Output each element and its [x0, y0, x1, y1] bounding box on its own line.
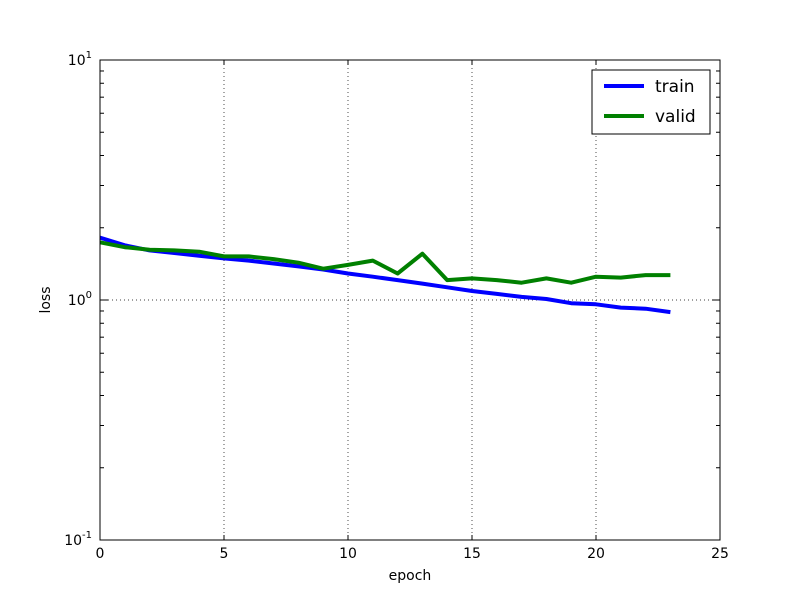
- y-tick-label-exp: -1: [82, 530, 92, 541]
- grid-lines: [100, 60, 720, 540]
- y-tick-label: 10-1: [64, 530, 92, 549]
- series-line-train: [99, 235, 671, 315]
- y-tick-label-base: 10: [68, 53, 86, 69]
- series-line-valid: [99, 240, 671, 285]
- x-tick-label: 0: [96, 546, 105, 562]
- x-tick-label: 15: [463, 546, 481, 562]
- x-axis-label: epoch: [389, 568, 432, 584]
- legend-label-train: train: [655, 77, 695, 97]
- x-tick-label: 10: [339, 546, 357, 562]
- legend-label-valid: valid: [655, 107, 696, 127]
- y-tick-label-base: 10: [68, 293, 86, 309]
- y-tick-label-exp: 1: [86, 50, 92, 61]
- y-axis-label: loss: [38, 286, 54, 313]
- legend: train valid: [591, 69, 711, 135]
- y-tick-label-base: 10: [64, 533, 82, 549]
- y-tick-label: 101: [68, 50, 92, 69]
- x-tick-label: 5: [220, 546, 229, 562]
- y-tick-label-exp: 0: [86, 290, 92, 301]
- series-layer: [99, 235, 671, 315]
- legend-box: [591, 69, 711, 135]
- plot-frame: [99, 59, 721, 541]
- x-tick-label: 25: [711, 546, 729, 562]
- x-tick-label: 20: [587, 546, 605, 562]
- y-tick-label: 100: [68, 290, 92, 309]
